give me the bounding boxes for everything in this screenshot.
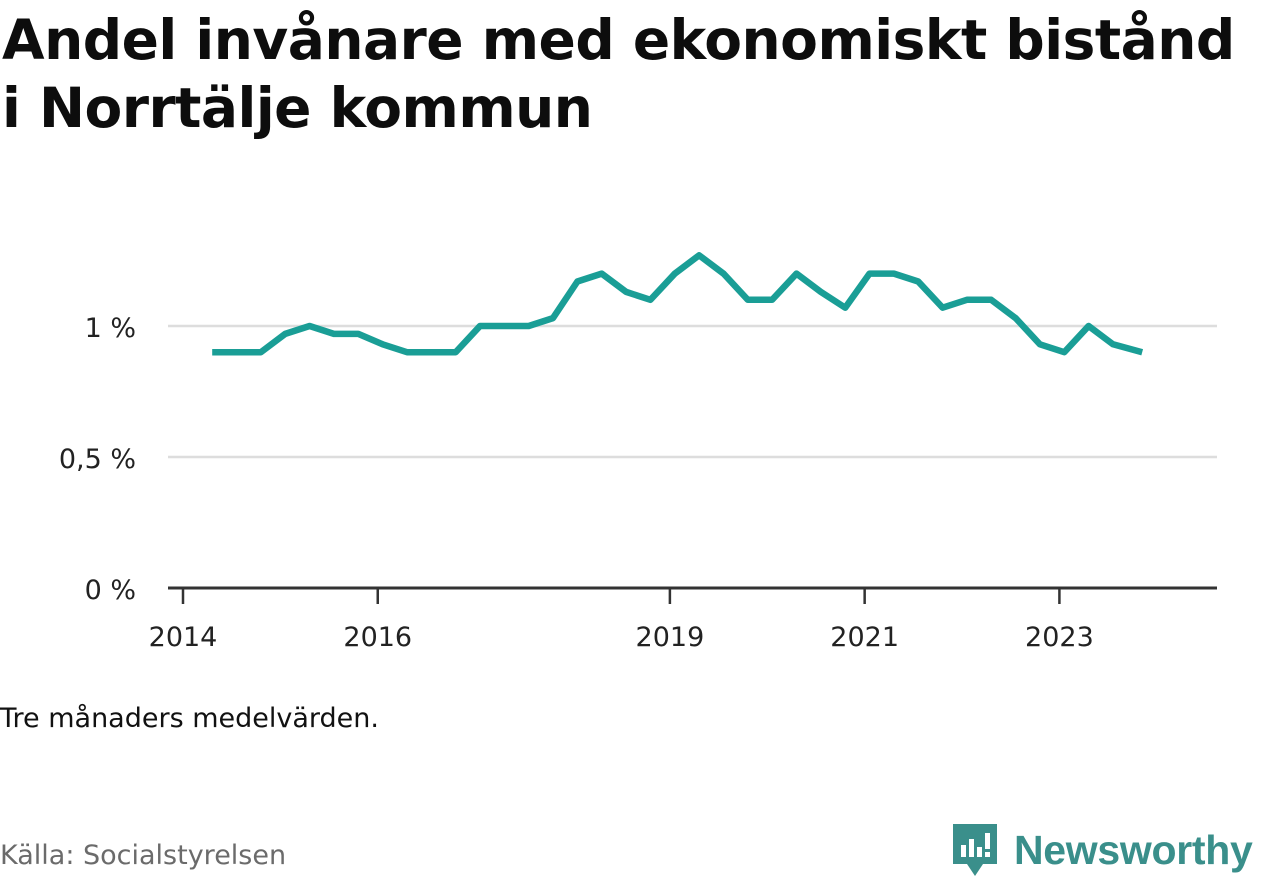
- x-axis-ticks: 2014 2016 2019 2021 2023: [149, 588, 1094, 653]
- chart-title: Andel invånare med ekonomiskt bistånd i …: [2, 8, 1235, 140]
- newsworthy-logo-icon: [953, 824, 997, 876]
- y-tick-label: 0 %: [85, 575, 136, 606]
- y-tick-label: 1 %: [85, 313, 136, 344]
- source-text: Källa: Socialstyrelsen: [0, 840, 287, 871]
- x-tick-label: 2023: [1025, 622, 1094, 653]
- brand-name: Newsworthy: [1014, 826, 1253, 873]
- x-tick-label: 2014: [149, 622, 218, 653]
- x-tick-label: 2021: [830, 622, 899, 653]
- grid-lines: [168, 324, 1217, 459]
- series-line: [212, 252, 1144, 356]
- x-tick-label: 2016: [343, 622, 412, 653]
- x-tick-label: 2019: [636, 622, 705, 653]
- y-tick-label: 0,5 %: [59, 444, 136, 475]
- y-axis-labels: 0 % 0,5 % 1 %: [59, 313, 136, 606]
- brand-logo: Newsworthy: [950, 820, 1253, 880]
- line-chart: 0 % 0,5 % 1 % 2014 2016 2019 2021 2023: [59, 252, 1217, 653]
- chart-note: Tre månaders medelvärden.: [0, 703, 379, 734]
